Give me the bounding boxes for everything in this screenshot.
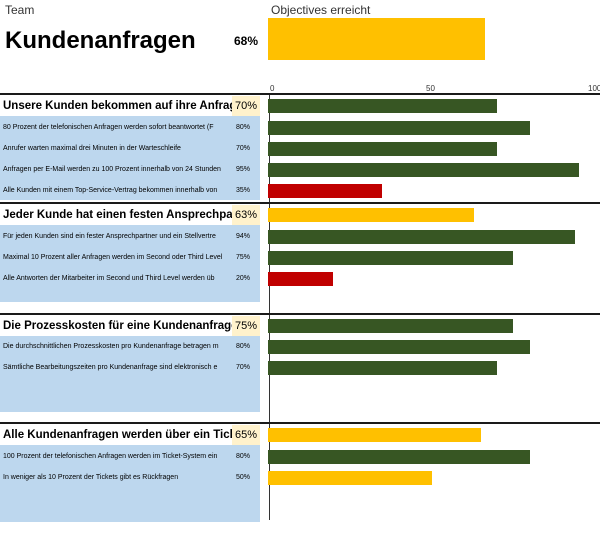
kpi-percent: 80% bbox=[236, 124, 251, 131]
objective-bar bbox=[268, 99, 497, 113]
kpi-label: Für jeden Kunden sind ein fester Ansprec… bbox=[3, 233, 216, 240]
kpi-row: In weniger als 10 Prozent der Tickets gi… bbox=[0, 469, 260, 487]
kpi-bar bbox=[268, 450, 530, 464]
objective-bar bbox=[268, 319, 513, 333]
kpi-percent: 80% bbox=[236, 453, 251, 460]
objective-bar bbox=[268, 428, 481, 442]
kpi-bar bbox=[268, 121, 530, 135]
kpi-bar bbox=[268, 340, 530, 354]
kpi-percent: 80% bbox=[236, 343, 251, 350]
kpi-label: In weniger als 10 Prozent der Tickets gi… bbox=[3, 474, 179, 481]
kpi-percent: 70% bbox=[236, 364, 251, 371]
kpi-row: 80 Prozent der telefonischen Anfragen we… bbox=[0, 119, 260, 137]
page-title: Kundenanfragen bbox=[5, 27, 196, 54]
axis-tick-50: 50 bbox=[426, 84, 435, 93]
kpi-bar bbox=[268, 142, 497, 156]
kpi-label: Anrufer warten maximal drei Minuten in d… bbox=[3, 145, 181, 152]
objective-percent: 70% bbox=[232, 96, 260, 116]
kpi-percent: 75% bbox=[236, 254, 251, 261]
objectives-header: Objectives erreicht bbox=[271, 3, 371, 17]
axis-line bbox=[269, 95, 270, 520]
objective-percent: 63% bbox=[232, 205, 260, 225]
kpi-row: 100 Prozent der telefonischen Anfragen w… bbox=[0, 448, 260, 466]
kpi-percent: 20% bbox=[236, 275, 251, 282]
kpi-percent: 35% bbox=[236, 187, 251, 194]
kpi-percent: 94% bbox=[236, 233, 251, 240]
kpi-bar bbox=[268, 163, 579, 177]
kpi-bar bbox=[268, 230, 575, 244]
kpi-row: Alle Antworten der Mitarbeiter im Second… bbox=[0, 270, 260, 288]
axis-tick-0: 0 bbox=[270, 84, 275, 93]
kpi-label: Sämtliche Bearbeitungszeiten pro Kundena… bbox=[3, 364, 218, 371]
kpi-row: Die durchschnittlichen Prozesskosten pro… bbox=[0, 338, 260, 356]
kpi-bar bbox=[268, 471, 432, 485]
kpi-row: Anrufer warten maximal drei Minuten in d… bbox=[0, 140, 260, 158]
team-label: Team bbox=[5, 3, 35, 17]
objective-title: Alle Kundenanfragen werden über ein Tick… bbox=[0, 425, 235, 445]
kpi-row: Anfragen per E-Mail werden zu 100 Prozen… bbox=[0, 161, 260, 179]
kpi-label: Maximal 10 Prozent aller Anfragen werden… bbox=[3, 254, 223, 261]
overall-percent: 68% bbox=[234, 34, 259, 48]
kpi-row: Für jeden Kunden sind ein fester Ansprec… bbox=[0, 228, 260, 246]
objective-bar bbox=[268, 208, 474, 222]
section-divider bbox=[0, 202, 600, 204]
kpi-bar bbox=[268, 251, 513, 265]
objective-percent: 65% bbox=[232, 425, 260, 445]
kpi-label: Alle Kunden mit einem Top-Service-Vertra… bbox=[3, 187, 218, 194]
kpi-bar bbox=[268, 361, 497, 375]
kpi-percent: 50% bbox=[236, 474, 251, 481]
kpi-bar bbox=[268, 272, 333, 286]
section-divider bbox=[0, 313, 600, 315]
kpi-row: Sämtliche Bearbeitungszeiten pro Kundena… bbox=[0, 359, 260, 377]
overall-progress-bar bbox=[268, 18, 485, 60]
kpi-label: 80 Prozent der telefonischen Anfragen we… bbox=[3, 124, 214, 131]
objective-percent: 75% bbox=[232, 316, 260, 336]
axis-tick-100: 100 bbox=[588, 84, 600, 93]
kpi-label: Anfragen per E-Mail werden zu 100 Prozen… bbox=[3, 166, 221, 173]
objective-title: Unsere Kunden bekommen auf ihre Anfragen… bbox=[0, 96, 235, 116]
kpi-percent: 70% bbox=[236, 145, 251, 152]
section-divider bbox=[0, 93, 600, 95]
section-divider bbox=[0, 422, 600, 424]
kpi-row: Maximal 10 Prozent aller Anfragen werden… bbox=[0, 249, 260, 267]
objective-title: Jeder Kunde hat einen festen Ansprechpar… bbox=[0, 205, 235, 225]
kpi-percent: 95% bbox=[236, 166, 251, 173]
kpi-row: Alle Kunden mit einem Top-Service-Vertra… bbox=[0, 182, 260, 200]
kpi-label: 100 Prozent der telefonischen Anfragen w… bbox=[3, 453, 218, 460]
objective-title: Die Prozesskosten für eine Kundenanfrage… bbox=[0, 316, 235, 336]
kpi-label: Die durchschnittlichen Prozesskosten pro… bbox=[3, 343, 219, 350]
kpi-bar bbox=[268, 184, 382, 198]
kpi-label: Alle Antworten der Mitarbeiter im Second… bbox=[3, 275, 215, 282]
